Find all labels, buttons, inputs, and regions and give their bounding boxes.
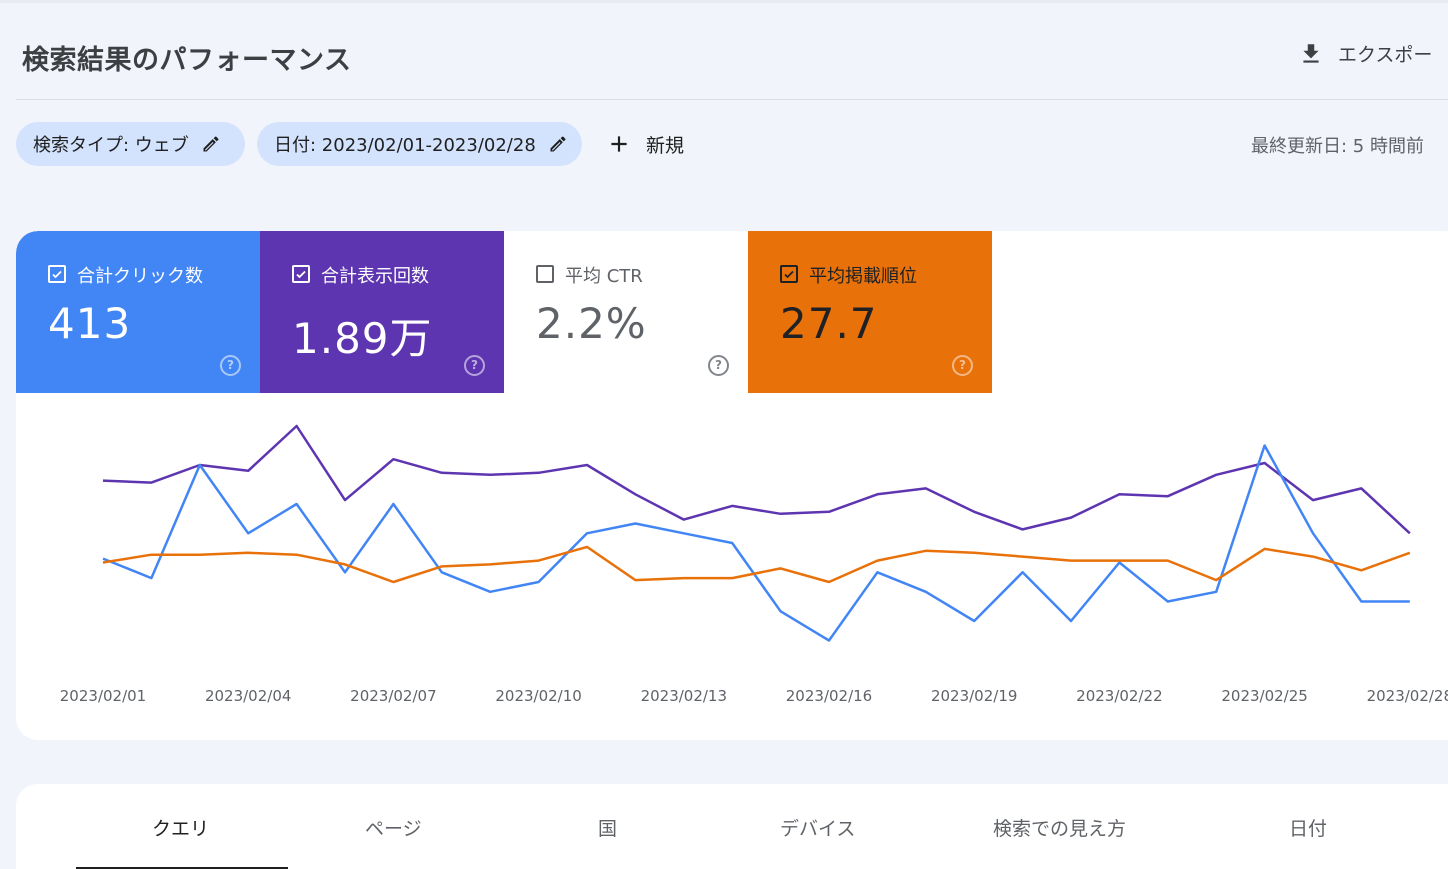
date-filter-label: 日付: 2023/02/01-2023/02/28 (274, 135, 536, 156)
plus-icon (611, 136, 627, 152)
metric-label: 平均 CTR (565, 266, 643, 287)
edit-pencil-icon (550, 136, 566, 152)
metric-label: 平均掲載順位 (809, 266, 917, 287)
download-icon (1303, 43, 1319, 63)
x-tick-label: 2023/02/10 (495, 687, 581, 705)
metric-card-total-impressions[interactable]: 合計表示回数 1.89万 ? (260, 231, 504, 393)
metric-label: 合計クリック数 (77, 266, 203, 287)
tab-search-appearance[interactable]: 検索での見え方 (993, 818, 1127, 840)
x-tick-label: 2023/02/04 (205, 687, 291, 705)
tab-query[interactable]: クエリ (152, 818, 210, 840)
checkbox-checked[interactable] (48, 265, 66, 283)
help-icon[interactable]: ? (708, 355, 729, 376)
series-line-0 (102, 424, 1411, 535)
check-icon (296, 270, 306, 279)
x-tick-label: 2023/02/01 (60, 687, 146, 705)
active-tab-indicator (76, 867, 288, 869)
metric-label: 合計表示回数 (321, 266, 429, 287)
x-tick-label: 2023/02/13 (641, 687, 727, 705)
tab-device[interactable]: デバイス (780, 818, 856, 840)
search-type-label: 検索タイプ: ウェブ (33, 135, 189, 156)
series-line-2 (102, 545, 1411, 584)
last-updated-text: 最終更新日: 5 時間前 (1251, 136, 1424, 157)
metric-card-average-position[interactable]: 平均掲載順位 27.7 ? (748, 231, 992, 393)
top-border (0, 0, 1448, 3)
date-filter-chip[interactable]: 日付: 2023/02/01-2023/02/28 (257, 122, 582, 166)
metric-value: 2.2% (536, 299, 647, 348)
search-type-filter-chip[interactable]: 検索タイプ: ウェブ (16, 122, 245, 166)
tab-date[interactable]: 日付 (1289, 818, 1328, 840)
checkbox-unchecked[interactable] (536, 265, 554, 283)
help-icon[interactable]: ? (952, 355, 973, 376)
help-icon[interactable]: ? (464, 355, 485, 376)
tab-page[interactable]: ページ (365, 818, 422, 840)
page-title: 検索結果のパフォーマンス (22, 45, 352, 76)
export-button[interactable]: エクスポー (1298, 40, 1432, 67)
edit-pencil-icon (203, 136, 219, 152)
new-filter-button[interactable]: 新規 (606, 124, 684, 164)
x-tick-label: 2023/02/22 (1076, 687, 1162, 705)
x-tick-label: 2023/02/28 (1367, 687, 1448, 705)
performance-panel: 合計クリック数 413 ? 合計表示回数 1.89万 ? 平均 CTR 2.2%… (16, 231, 1448, 740)
performance-line-chart: 2023/02/01 2023/02/04 2023/02/07 2023/02/10… (60, 424, 1448, 705)
x-tick-label: 2023/02/16 (786, 687, 872, 705)
metric-value: 413 (48, 299, 132, 348)
series-line-1 (102, 444, 1410, 642)
check-icon (52, 270, 62, 279)
export-label: エクスポー (1338, 44, 1433, 66)
x-tick-label: 2023/02/25 (1221, 687, 1307, 705)
dimension-tabs: クエリ ページ 国 デバイス 検索での見え方 日付 (16, 784, 1448, 869)
metric-card-total-clicks[interactable]: 合計クリック数 413 ? (16, 231, 260, 393)
metric-card-average-ctr[interactable]: 平均 CTR 2.2% ? (504, 231, 748, 393)
tab-country[interactable]: 国 (598, 818, 618, 840)
checkbox-checked[interactable] (292, 265, 310, 283)
x-tick-label: 2023/02/19 (931, 687, 1017, 705)
check-icon (784, 270, 794, 279)
page-header: 検索結果のパフォーマンス エクスポー (0, 0, 1448, 100)
metric-value: 1.89万 (292, 314, 433, 363)
new-filter-label: 新規 (646, 134, 685, 157)
metric-value: 27.7 (780, 299, 878, 348)
x-tick-label: 2023/02/07 (350, 687, 436, 705)
help-icon[interactable]: ? (220, 355, 241, 376)
header-divider (16, 99, 1448, 100)
checkbox-checked[interactable] (780, 265, 798, 283)
